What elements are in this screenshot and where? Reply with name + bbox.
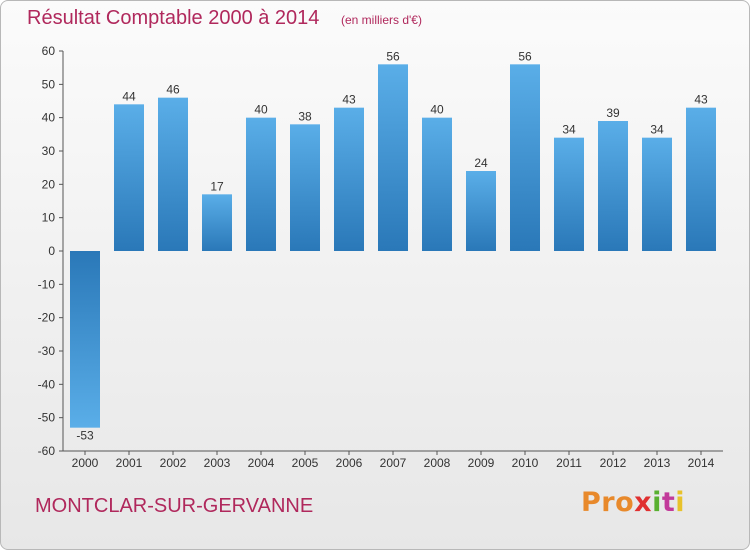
bar bbox=[114, 104, 144, 251]
x-tick-label: 2003 bbox=[204, 456, 231, 470]
logo-part: x bbox=[634, 487, 653, 518]
logo-part: i bbox=[675, 487, 686, 518]
x-tick-label: 2000 bbox=[72, 456, 99, 470]
x-tick-label: 2012 bbox=[600, 456, 627, 470]
logo-part: Pro bbox=[581, 487, 635, 518]
bar bbox=[202, 194, 232, 251]
y-tick-label: -20 bbox=[38, 311, 56, 325]
bar bbox=[598, 121, 628, 251]
data-label: 46 bbox=[166, 83, 180, 97]
x-tick-label: 2011 bbox=[556, 456, 582, 470]
data-label: 43 bbox=[694, 93, 708, 107]
data-label: 24 bbox=[474, 156, 488, 170]
data-label: 56 bbox=[518, 49, 532, 63]
x-tick-label: 2001 bbox=[116, 456, 143, 470]
bar bbox=[466, 171, 496, 251]
x-tick-label: 2004 bbox=[248, 456, 275, 470]
data-label: 43 bbox=[342, 93, 356, 107]
bar bbox=[158, 97, 188, 252]
y-tick-label: 30 bbox=[42, 144, 56, 158]
y-tick-label: 20 bbox=[42, 177, 56, 191]
y-tick-label: 10 bbox=[42, 211, 56, 225]
y-tick-label: -60 bbox=[38, 444, 56, 458]
data-label: 34 bbox=[562, 123, 576, 137]
x-tick-label: 2006 bbox=[336, 456, 363, 470]
bar bbox=[554, 137, 584, 251]
data-labels: -53 44 46 17 40 38 43 56 40 24 56 34 39 34 43 bbox=[76, 49, 708, 442]
x-tick-label: 2010 bbox=[512, 456, 539, 470]
data-label: 40 bbox=[254, 103, 268, 117]
chart-subtitle: (en milliers d'€) bbox=[341, 13, 422, 27]
y-tick-label: 50 bbox=[42, 77, 56, 91]
x-tick-label: 2008 bbox=[424, 456, 451, 470]
y-tick-label: 0 bbox=[48, 244, 55, 258]
bar bbox=[290, 124, 320, 251]
bar bbox=[686, 107, 716, 252]
y-tick-label: 60 bbox=[42, 44, 56, 58]
logo-part: t bbox=[661, 487, 676, 518]
bar bbox=[642, 137, 672, 251]
y-tick-label: -50 bbox=[38, 411, 56, 425]
bar bbox=[334, 107, 364, 252]
data-label: 39 bbox=[606, 106, 620, 120]
y-tick-label: -10 bbox=[38, 277, 56, 291]
y-tick-label: -40 bbox=[38, 377, 56, 391]
logo-part: i bbox=[652, 487, 662, 518]
x-tick-label: 2013 bbox=[644, 456, 671, 470]
y-tick-label: 40 bbox=[42, 111, 56, 125]
data-label: 34 bbox=[650, 123, 664, 137]
bar bbox=[510, 64, 540, 251]
x-tick-label: 2002 bbox=[160, 456, 187, 470]
bars bbox=[70, 64, 716, 428]
bar bbox=[378, 64, 408, 251]
chart-title: Résultat Comptable 2000 à 2014 bbox=[27, 7, 320, 29]
x-tick-label: 2014 bbox=[688, 456, 715, 470]
data-label: 56 bbox=[386, 49, 400, 63]
x-tick-label: 2009 bbox=[468, 456, 495, 470]
data-label: -53 bbox=[76, 429, 94, 443]
data-label: 40 bbox=[430, 103, 444, 117]
data-label: 44 bbox=[122, 89, 136, 103]
bar bbox=[70, 251, 100, 428]
commune-name: MONTCLAR-SUR-GERVANNE bbox=[35, 495, 314, 517]
x-tick-label: 2007 bbox=[380, 456, 407, 470]
y-tick-label: -30 bbox=[38, 344, 56, 358]
x-tick-label: 2005 bbox=[292, 456, 319, 470]
bar bbox=[246, 117, 276, 252]
data-label: 38 bbox=[298, 109, 312, 123]
proxiti-logo: Proxiti bbox=[581, 487, 685, 518]
data-label: 17 bbox=[210, 179, 224, 193]
bar bbox=[422, 117, 452, 252]
